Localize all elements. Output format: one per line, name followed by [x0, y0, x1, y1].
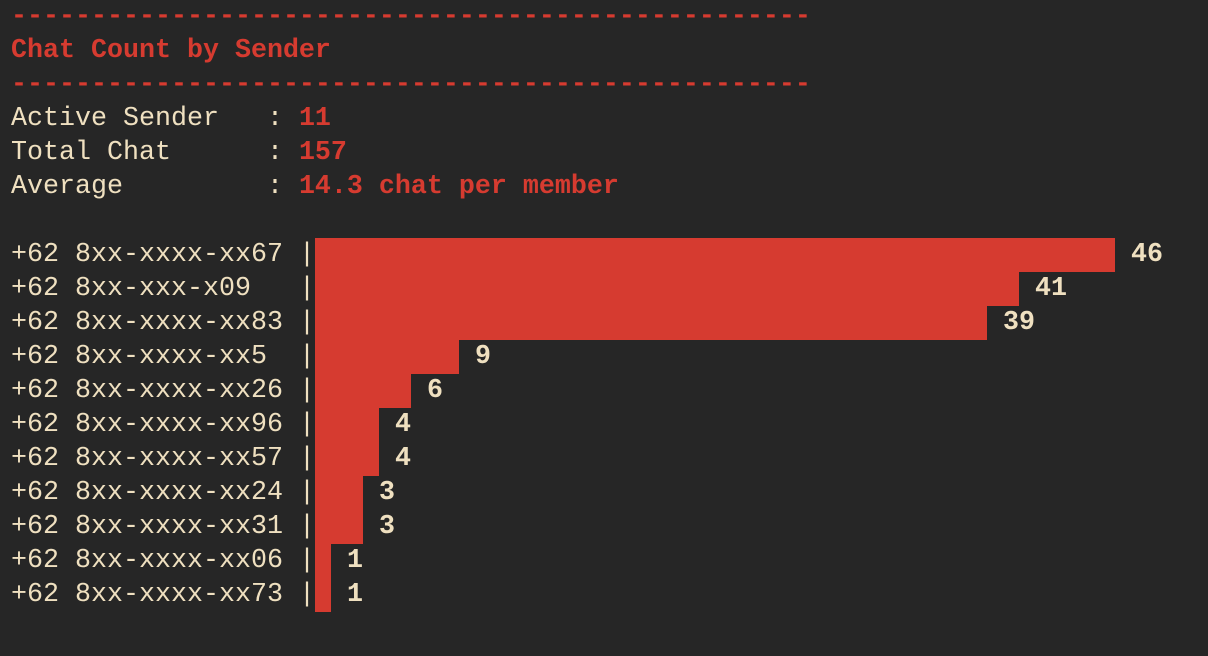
sender-label: +62 8xx-xxxx-xx73 — [11, 580, 283, 610]
bar — [315, 408, 379, 442]
blank-line — [11, 204, 811, 238]
bar-row: +62 8xx-xxxx-xx57 | 4 — [11, 442, 811, 476]
bar — [315, 442, 379, 476]
bar-row: +62 8xx-xxxx-xx5 | 9 — [11, 340, 811, 374]
axis-pipe: | — [299, 546, 315, 576]
sender-label: +62 8xx-xxxx-xx67 — [11, 240, 283, 270]
bar-value-label: 1 — [347, 546, 363, 576]
bar-value-label: 3 — [379, 512, 395, 542]
stats: Active Sender : 11 Total Chat : 157 Averag… — [11, 102, 811, 204]
bar-value-label: 9 — [475, 342, 491, 372]
axis-pipe: | — [299, 240, 315, 270]
stat-label: Total Chat : — [11, 138, 299, 168]
sender-label: +62 8xx-xxxx-xx24 — [11, 478, 283, 508]
bar-value-label: 39 — [1003, 308, 1035, 338]
bar — [315, 272, 1019, 306]
bar-row: +62 8xx-xxxx-xx24 | 3 — [11, 476, 811, 510]
axis-pipe: | — [299, 444, 315, 474]
stat-row: Active Sender : 11 — [11, 102, 811, 136]
axis-pipe: | — [299, 308, 315, 338]
chart-title: Chat Count by Sender — [11, 36, 331, 66]
bar — [315, 476, 363, 510]
bar — [315, 340, 459, 374]
terminal-output: ----------------------------------------… — [11, 0, 1163, 612]
sender-label: +62 8xx-xxxx-xx06 — [11, 546, 283, 576]
stat-row: Total Chat : 157 — [11, 136, 811, 170]
bar-value-label: 6 — [427, 376, 443, 406]
separator-bottom: ----------------------------------------… — [11, 70, 811, 100]
axis-pipe: | — [299, 342, 315, 372]
sender-label: +62 8xx-xxxx-xx26 — [11, 376, 283, 406]
bar-chart: +62 8xx-xxxx-xx67 | 46 +62 8xx-xxx-x09 | 41 +6… — [11, 238, 1163, 612]
separator-top: ----------------------------------------… — [11, 2, 811, 32]
bar — [315, 578, 331, 612]
sender-label: +62 8xx-xxxx-xx57 — [11, 444, 283, 474]
bar-row: +62 8xx-xxxx-xx06 | 1 — [11, 544, 811, 578]
bar-value-label: 46 — [1131, 240, 1163, 270]
bar-value-label: 1 — [347, 580, 363, 610]
sender-label: +62 8xx-xxxx-xx5 — [11, 342, 267, 372]
bar-row: +62 8xx-xxxx-xx26 | 6 — [11, 374, 811, 408]
sender-label: +62 8xx-xxxx-xx96 — [11, 410, 283, 440]
bar-row: +62 8xx-xxxx-xx96 | 4 — [11, 408, 811, 442]
stat-label: Active Sender : — [11, 104, 299, 134]
sender-label: +62 8xx-xxxx-xx83 — [11, 308, 283, 338]
axis-pipe: | — [299, 376, 315, 406]
stat-label: Average : — [11, 172, 299, 202]
bar — [315, 374, 411, 408]
bar-row: +62 8xx-xxxx-xx67 | 46 — [11, 238, 1163, 272]
axis-pipe: | — [299, 512, 315, 542]
bar — [315, 544, 331, 578]
bar — [315, 306, 987, 340]
bar — [315, 510, 363, 544]
bar — [315, 238, 1115, 272]
axis-pipe: | — [299, 410, 315, 440]
bar-value-label: 4 — [395, 444, 411, 474]
bar-value-label: 41 — [1035, 274, 1067, 304]
bar-row: +62 8xx-xxxx-xx83 | 39 — [11, 306, 1035, 340]
stat-value: 14.3 chat per member — [298, 172, 619, 202]
bar-value-label: 3 — [379, 478, 395, 508]
bar-value-label: 4 — [395, 410, 411, 440]
bar-row: +62 8xx-xxxx-xx31 | 3 — [11, 510, 811, 544]
bar-row: +62 8xx-xxx-x09 | 41 — [11, 272, 1067, 306]
axis-pipe: | — [299, 478, 315, 508]
stat-value: 157 — [298, 138, 347, 168]
bar-row: +62 8xx-xxxx-xx73 | 1 — [11, 578, 811, 612]
stat-row: Average : 14.3 chat per member — [11, 170, 811, 204]
sender-label: +62 8xx-xxxx-xx31 — [11, 512, 283, 542]
sender-label: +62 8xx-xxx-x09 — [11, 274, 251, 304]
stat-value: 11 — [298, 104, 331, 134]
axis-pipe: | — [299, 274, 315, 304]
axis-pipe: | — [299, 580, 315, 610]
